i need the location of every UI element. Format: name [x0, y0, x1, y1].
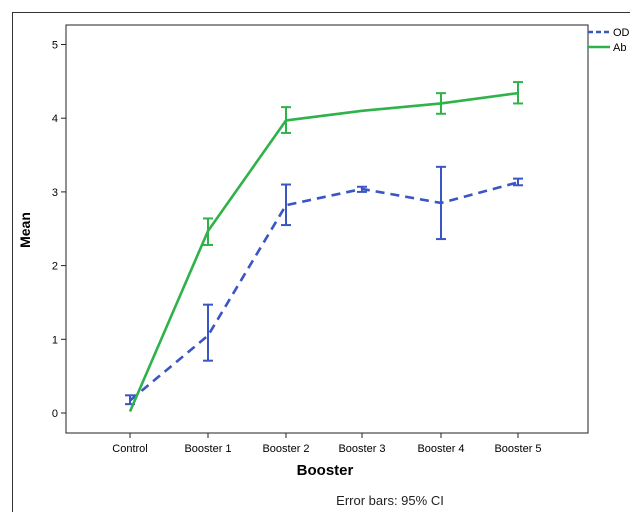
x-tick-label: Booster 3: [338, 443, 385, 455]
series-line-od: [129, 181, 519, 402]
legend: OD Ab: [588, 27, 630, 54]
y-tick-label: 2: [52, 261, 58, 273]
error-bar: [436, 92, 446, 115]
plot-border: [65, 24, 589, 434]
error-bar-footnote: Error bars: 95% CI: [336, 493, 444, 508]
y-tick-label: 1: [52, 334, 58, 346]
x-tick-label: Booster 1: [184, 443, 231, 455]
error-bar: [203, 217, 213, 246]
y-tick-label: 4: [52, 113, 58, 125]
x-ticks: Control Booster 1 Booster 2 Booster 3 Booste…: [112, 433, 542, 455]
y-tick-label: 5: [52, 40, 58, 52]
series-ab: [128, 81, 523, 413]
x-axis-title: Booster: [297, 462, 354, 479]
x-tick-label: Control: [112, 443, 147, 455]
chart-frame: [12, 12, 630, 512]
error-bar: [281, 106, 291, 134]
error-bar: [513, 81, 523, 105]
error-bar: [357, 185, 367, 193]
error-bar: [513, 177, 523, 187]
series-layer: [125, 81, 523, 413]
series-od: [125, 165, 523, 406]
error-bar: [281, 183, 291, 227]
y-axis-title: Mean: [17, 212, 33, 248]
series-line-ab: [128, 91, 519, 413]
error-bar: [436, 165, 446, 241]
legend-label-od: OD: [613, 27, 630, 39]
y-tick-label: 3: [52, 187, 58, 199]
y-tick-label: 0: [52, 408, 58, 420]
legend-label-ab: Ab: [613, 42, 626, 54]
x-tick-label: Booster 2: [262, 443, 309, 455]
axes: [65, 24, 589, 434]
error-bar: [203, 303, 213, 362]
x-tick-label: Booster 4: [417, 443, 464, 455]
x-tick-label: Booster 5: [494, 443, 541, 455]
y-ticks: 0 1 2 3 4 5: [52, 40, 66, 420]
